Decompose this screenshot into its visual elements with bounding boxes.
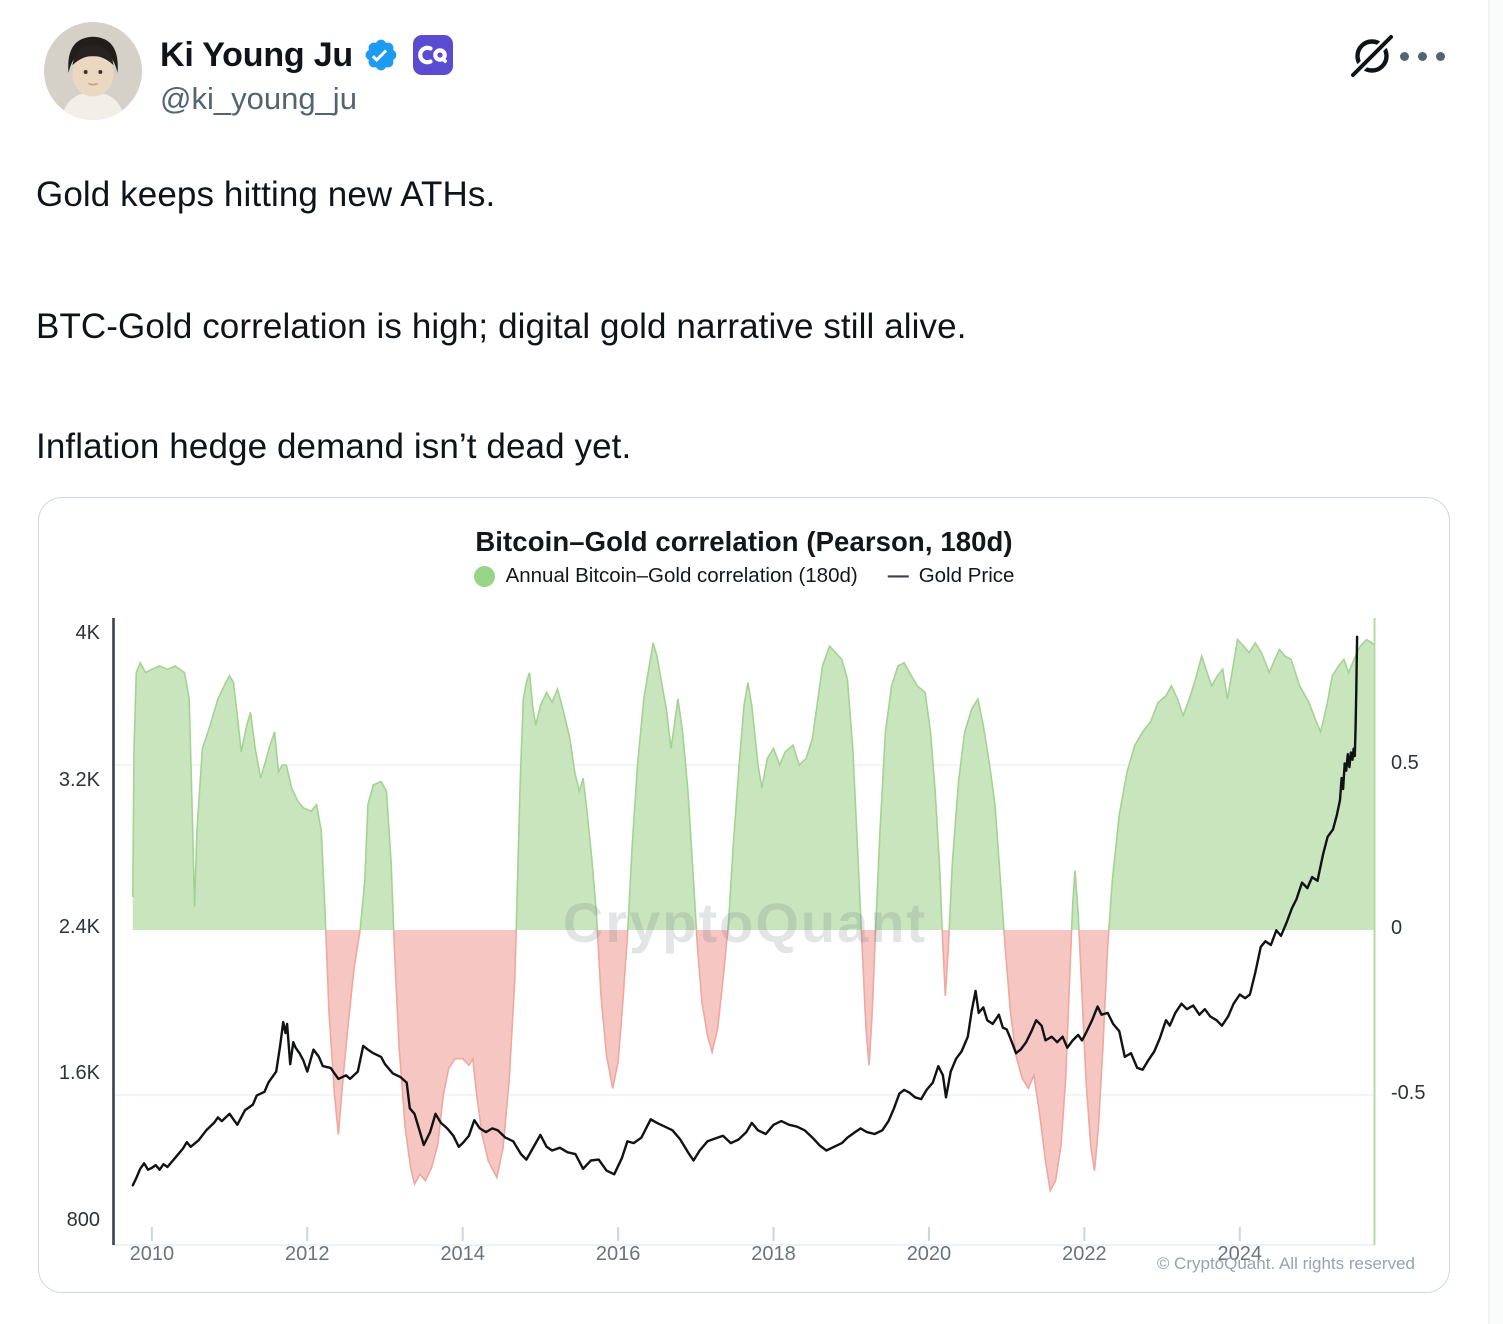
- name-row: Ki Young Ju: [160, 34, 453, 76]
- tweet-line: BTC-Gold correlation is high; digital go…: [36, 307, 967, 346]
- axis-tick-label: 2024: [1217, 1243, 1263, 1265]
- chart-image-card[interactable]: [38, 497, 1450, 1293]
- display-name[interactable]: Ki Young Ju: [160, 35, 353, 74]
- avatar[interactable]: [44, 22, 142, 120]
- cryptoquant-org-badge-icon[interactable]: [413, 35, 453, 75]
- dot-icon: [1436, 51, 1445, 61]
- grok-icon: [1350, 34, 1394, 78]
- page-gutter: [1490, 0, 1503, 1324]
- axis-tick-label: 3.2K: [58, 768, 100, 791]
- axis-tick-label: 1.6K: [58, 1062, 100, 1085]
- axis-tick-label: 0.5: [1391, 752, 1419, 774]
- axis-tick-label: 2018: [751, 1243, 796, 1265]
- dot-icon: [1418, 51, 1427, 61]
- axis-tick-label: 2010: [129, 1243, 175, 1265]
- verified-badge-icon: [365, 39, 397, 71]
- tweet-line: Gold keeps hitting new ATHs.: [36, 175, 496, 214]
- tweet-line: Inflation hedge demand isn’t dead yet.: [36, 427, 632, 466]
- chart-title: Bitcoin–Gold correlation (Pearson, 180d): [475, 526, 1013, 557]
- axis-tick-label: 2014: [440, 1243, 485, 1265]
- user-handle[interactable]: @ki_young_ju: [160, 81, 357, 116]
- legend-line-icon: —: [887, 564, 909, 587]
- grok-actions-button[interactable]: [1350, 34, 1394, 78]
- axis-tick-label: 2012: [285, 1243, 330, 1265]
- legend-item-correlation: Annual Bitcoin–Gold correlation (180d): [473, 564, 858, 588]
- legend-dot-icon: [473, 565, 495, 587]
- more-menu-button[interactable]: [1400, 40, 1462, 72]
- column-divider: [1488, 0, 1490, 1324]
- axis-tick-label: 2.4K: [58, 915, 100, 938]
- avatar-photo-placeholder: [44, 22, 142, 120]
- axis-tick-label: 800: [66, 1209, 100, 1231]
- chart-legend: Annual Bitcoin–Gold correlation (180d) —…: [38, 564, 1450, 588]
- axis-tick-label: 2020: [906, 1243, 952, 1265]
- axis-tick-label: 2022: [1062, 1243, 1107, 1265]
- legend-label: Annual Bitcoin–Gold correlation (180d): [505, 564, 858, 587]
- axis-tick-label: 2016: [595, 1243, 641, 1265]
- chart-copyright: © CryptoQuant. All rights reserved: [1156, 1254, 1415, 1273]
- axis-tick-label: 4K: [75, 622, 100, 644]
- legend-item-gold-price: — Gold Price: [888, 564, 1015, 588]
- legend-label: Gold Price: [918, 564, 1015, 587]
- axis-tick-label: 0: [1391, 917, 1403, 939]
- axis-tick-label: -0.5: [1391, 1082, 1426, 1104]
- dot-icon: [1400, 51, 1409, 61]
